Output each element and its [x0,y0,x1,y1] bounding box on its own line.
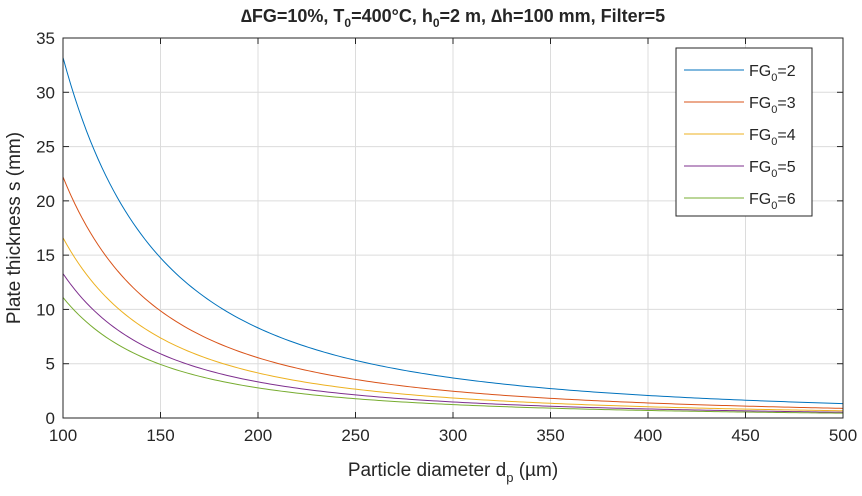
xlabel-text-2: (µm) [513,460,558,481]
legend-entry: FG0=4 [749,127,796,148]
legend-text-sub: 0 [771,136,777,148]
legend-text-sub: 0 [771,72,777,84]
legend-entry: FG0=5 [749,159,796,180]
legend-text-main: FG [749,127,771,144]
x-tick-label: 450 [731,426,759,445]
y-tick-label: 25 [36,138,55,157]
series-line-fg0-6 [62,297,844,414]
legend-text-main: FG [749,191,771,208]
x-tick-label: 150 [146,426,174,445]
x-axis-label: Particle diameter dp (µm) [348,460,558,485]
y-axis-label: Plate thickness s (mm) [4,132,25,324]
xlabel-text-1: Particle diameter d [348,460,506,481]
title-text-2: =400°C, h [351,6,433,26]
legend-text-value: =3 [777,95,795,112]
legend-entry: FG0=2 [749,63,796,84]
legend-text-sub: 0 [771,168,777,180]
series-line-fg0-2 [62,57,844,405]
chart-title: ∆FG=10%, T0=400°C, h0=2 m, ∆h=100 mm, Fi… [241,6,665,30]
x-tick-label: 100 [49,426,77,445]
axis-ticks: 100 150 200 250 300 350 400 450 5000510152025303… [36,29,857,445]
title-text-1: ∆FG=10%, T [241,6,345,26]
title-sub-1: 0 [344,16,351,30]
title-sub-2: 0 [433,16,440,30]
legend-text-value: =5 [777,159,795,176]
y-tick-label: 15 [36,246,55,265]
series-line-fg0-3 [62,176,844,409]
legend-text-value: =2 [777,63,795,80]
legend-text-value: =6 [777,191,795,208]
y-tick-label: 0 [46,409,55,428]
x-tick-label: 200 [244,426,272,445]
legend-text-sub: 0 [771,104,777,116]
legend-entry: FG0=3 [749,95,796,116]
legend-text-main: FG [749,95,771,112]
legend-text-value: =4 [777,127,795,144]
legend-text-sub: 0 [771,200,777,212]
xlabel-sub: p [506,470,513,485]
legend-entry: FG0=6 [749,191,796,212]
x-tick-label: 350 [536,426,564,445]
series-lines [62,57,844,414]
x-tick-label: 300 [439,426,467,445]
y-tick-label: 20 [36,192,55,211]
legend-text-main: FG [749,63,771,80]
y-tick-label: 10 [36,300,55,319]
title-text-3: =2 m, ∆h=100 mm, Filter=5 [440,6,666,26]
y-tick-label: 5 [46,355,55,374]
series-line-fg0-5 [62,273,844,413]
y-tick-label: 30 [36,83,55,102]
legend-text-main: FG [749,159,771,176]
series-line-fg0-4 [62,237,844,412]
y-tick-label: 35 [36,29,55,48]
x-tick-label: 250 [341,426,369,445]
x-tick-label: 500 [829,426,857,445]
legend-box [675,47,813,217]
x-tick-label: 400 [634,426,662,445]
